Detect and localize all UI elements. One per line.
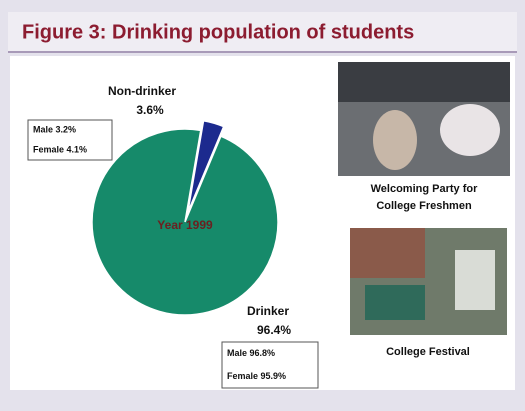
title-band [8, 12, 517, 52]
photo [350, 228, 507, 335]
annotation-text: Female 4.1% [33, 144, 87, 154]
category-label: Drinker [247, 304, 289, 318]
annotation-text: Male 96.8% [227, 348, 275, 358]
chart-title: Figure 3: Drinking population of student… [22, 21, 414, 43]
center-label: Year 1999 [157, 218, 213, 232]
category-label: Non-drinker [108, 84, 176, 98]
photo-detail [350, 228, 425, 278]
photo-detail [455, 250, 495, 310]
annotation-box [221, 341, 319, 389]
value-label: 3.6% [136, 103, 164, 117]
photo-caption: Welcoming Party for [371, 183, 478, 195]
photo-caption: College Festival [386, 346, 470, 358]
photo-detail [373, 110, 417, 170]
photo-detail [365, 285, 425, 320]
photo-shade [338, 62, 510, 102]
photo [338, 62, 510, 176]
photo-detail [440, 104, 500, 156]
pie-slice [187, 119, 225, 213]
value-label: 96.4% [257, 323, 291, 337]
annotation-box [27, 119, 113, 161]
pie-slice [91, 128, 279, 316]
annotation-text: Female 95.9% [227, 371, 286, 381]
annotation-text: Male 3.2% [33, 124, 76, 134]
photo-caption: College Freshmen [376, 200, 472, 212]
